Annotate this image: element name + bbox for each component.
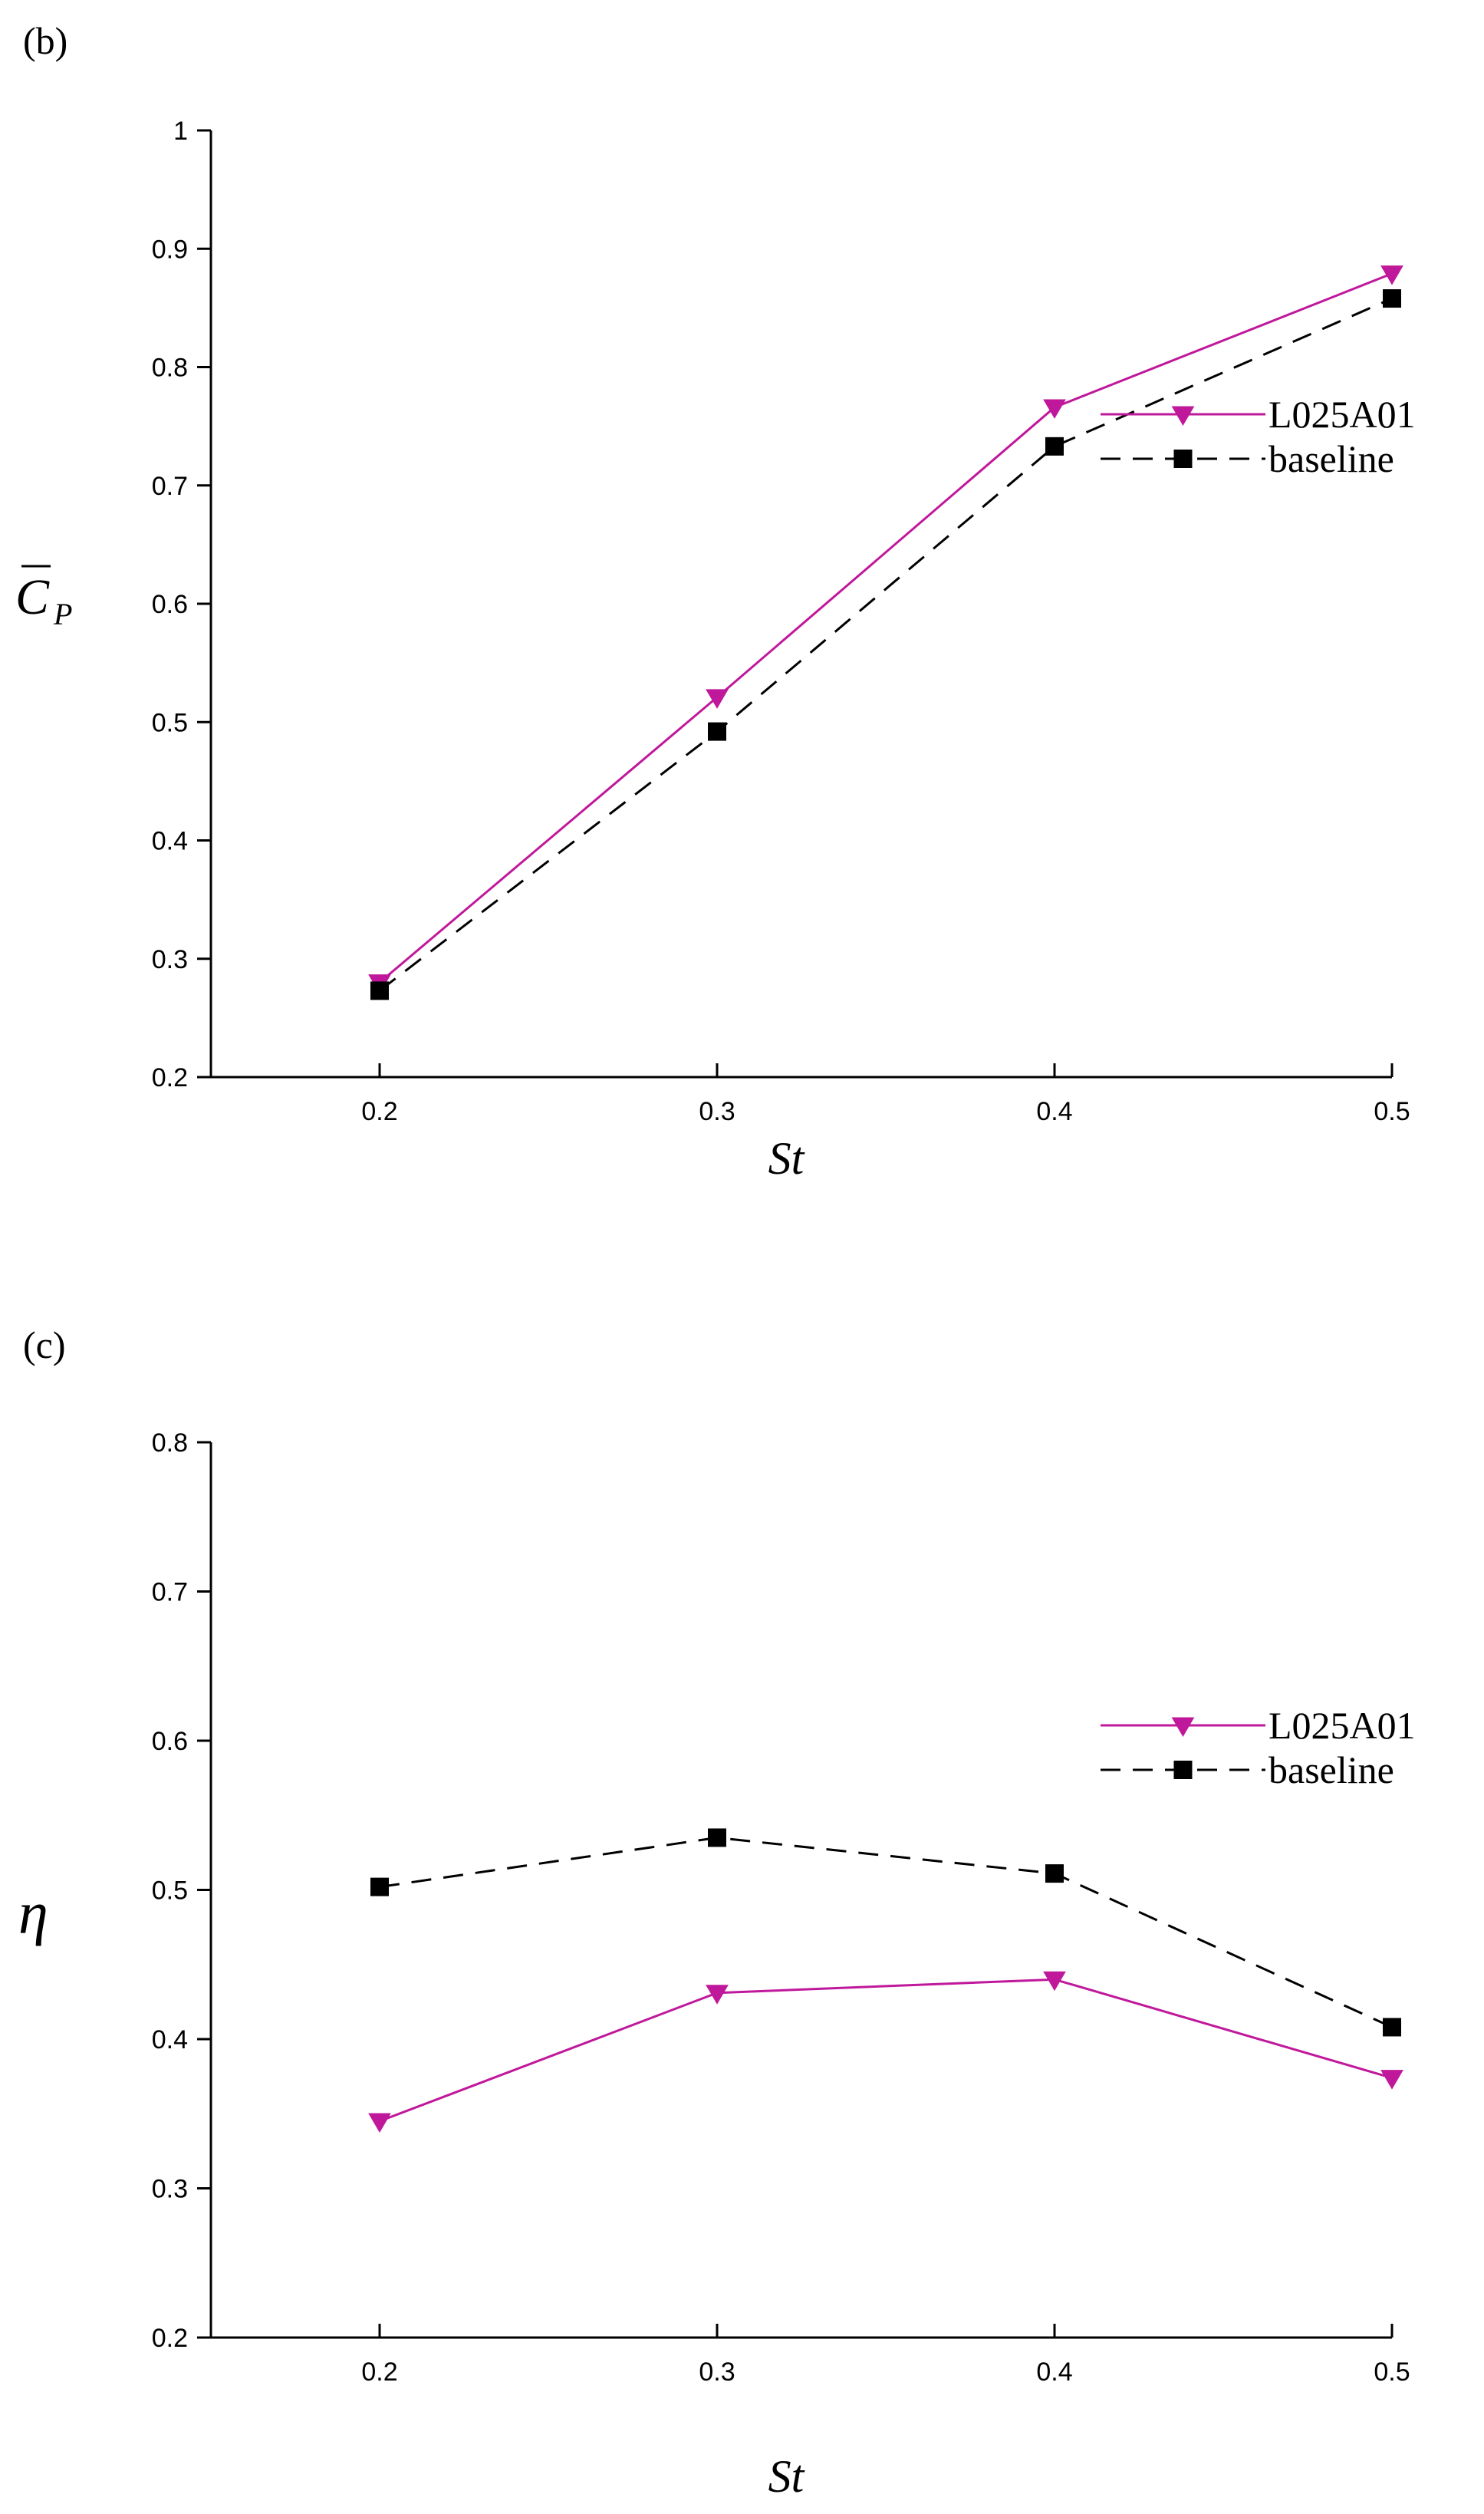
y-tick-label: 0.2 bbox=[152, 2324, 188, 2353]
y-tick-label: 0.6 bbox=[152, 590, 188, 619]
data-point-L025A01 bbox=[706, 1985, 729, 2005]
legend-marker-L025A01 bbox=[1171, 1717, 1195, 1737]
data-point-baseline bbox=[1383, 289, 1401, 308]
chart-panel-2: 0.2 0.3 0.4 0.5 0.6 0.7 0.8 0.2 0.3 0.4 0.5 (c) St η L… bbox=[18, 1323, 1416, 2502]
legend-label-baseline: baseline bbox=[1268, 437, 1394, 480]
y-tick-label: 0.9 bbox=[152, 235, 188, 264]
x-tick-label: 0.5 bbox=[1374, 1097, 1410, 1126]
series-line-baseline bbox=[379, 1836, 1393, 2028]
y-tick-label: 0.6 bbox=[152, 1727, 188, 1756]
data-point-L025A01 bbox=[706, 689, 729, 709]
data-point-L025A01 bbox=[1380, 265, 1403, 285]
x-tick-label: 0.3 bbox=[699, 1097, 735, 1126]
chart-panel-1: 0.2 0.3 0.4 0.5 0.6 0.7 0.8 0.9 1 0.2 0.3 0.4 0.5 (b)… bbox=[15, 19, 1416, 1184]
data-point-baseline bbox=[1045, 437, 1064, 456]
data-point-L025A01 bbox=[1043, 399, 1066, 419]
legend-marker-baseline bbox=[1173, 1761, 1193, 1779]
data-point-baseline bbox=[1383, 2018, 1401, 2037]
y-axis-title: C bbox=[15, 569, 50, 625]
panel-label: (c) bbox=[23, 1323, 66, 1366]
y-tick-label: 0.4 bbox=[152, 2025, 188, 2054]
legend-label-L025A01: L025A01 bbox=[1268, 1704, 1416, 1747]
y-tick-label: 0.7 bbox=[152, 1578, 188, 1607]
data-point-L025A01 bbox=[1380, 2070, 1403, 2090]
x-tick-label: 0.4 bbox=[1036, 2357, 1072, 2387]
x-tick-label: 0.4 bbox=[1036, 1097, 1072, 1126]
y-tick-label: 0.7 bbox=[152, 472, 188, 501]
y-tick-label: 0.5 bbox=[152, 1876, 188, 1906]
legend-label-baseline: baseline bbox=[1268, 1748, 1394, 1791]
series-line-L025A01 bbox=[379, 272, 1393, 984]
panel-label: (b) bbox=[23, 19, 67, 62]
x-tick-label: 0.2 bbox=[361, 2357, 397, 2387]
legend-marker-L025A01 bbox=[1171, 406, 1195, 426]
data-point-baseline bbox=[708, 1828, 726, 1847]
y-axis-title-subscript: P bbox=[53, 597, 72, 631]
x-tick-label: 0.2 bbox=[361, 1097, 397, 1126]
data-point-L025A01 bbox=[1043, 1971, 1066, 1992]
legend-label-L025A01: L025A01 bbox=[1268, 393, 1416, 436]
series-line-baseline bbox=[379, 297, 1393, 992]
x-tick-label: 0.5 bbox=[1374, 2357, 1410, 2387]
y-tick-label: 0.5 bbox=[152, 708, 188, 737]
data-point-baseline bbox=[370, 1877, 389, 1896]
y-tick-label: 0.3 bbox=[152, 2175, 188, 2204]
y-tick-label: 0.4 bbox=[152, 827, 188, 856]
y-axis-title: η bbox=[18, 1880, 48, 1946]
legend-marker-baseline bbox=[1173, 450, 1193, 468]
x-axis-title: St bbox=[768, 1133, 805, 1184]
y-tick-label: 0.3 bbox=[152, 945, 188, 974]
x-axis-title: St bbox=[768, 2451, 805, 2502]
y-tick-label: 1 bbox=[173, 117, 188, 146]
data-point-L025A01 bbox=[368, 2113, 391, 2133]
series-line-L025A01 bbox=[379, 1978, 1393, 2123]
data-point-baseline bbox=[1045, 1864, 1064, 1883]
y-tick-label: 0.8 bbox=[152, 1428, 188, 1458]
data-point-baseline bbox=[708, 722, 726, 741]
x-tick-label: 0.3 bbox=[699, 2357, 735, 2387]
data-point-baseline bbox=[370, 981, 389, 1000]
y-tick-label: 0.8 bbox=[152, 354, 188, 383]
y-tick-label: 0.2 bbox=[152, 1063, 188, 1092]
